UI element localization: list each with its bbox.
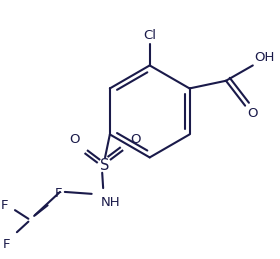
Text: F: F (1, 199, 8, 212)
Text: Cl: Cl (143, 30, 156, 42)
Text: O: O (130, 133, 141, 146)
Text: S: S (101, 157, 110, 172)
Text: F: F (3, 238, 10, 251)
Text: NH: NH (101, 196, 121, 209)
Text: O: O (70, 133, 80, 146)
Text: O: O (247, 107, 258, 120)
Text: OH: OH (255, 51, 275, 63)
Text: F: F (54, 186, 62, 200)
